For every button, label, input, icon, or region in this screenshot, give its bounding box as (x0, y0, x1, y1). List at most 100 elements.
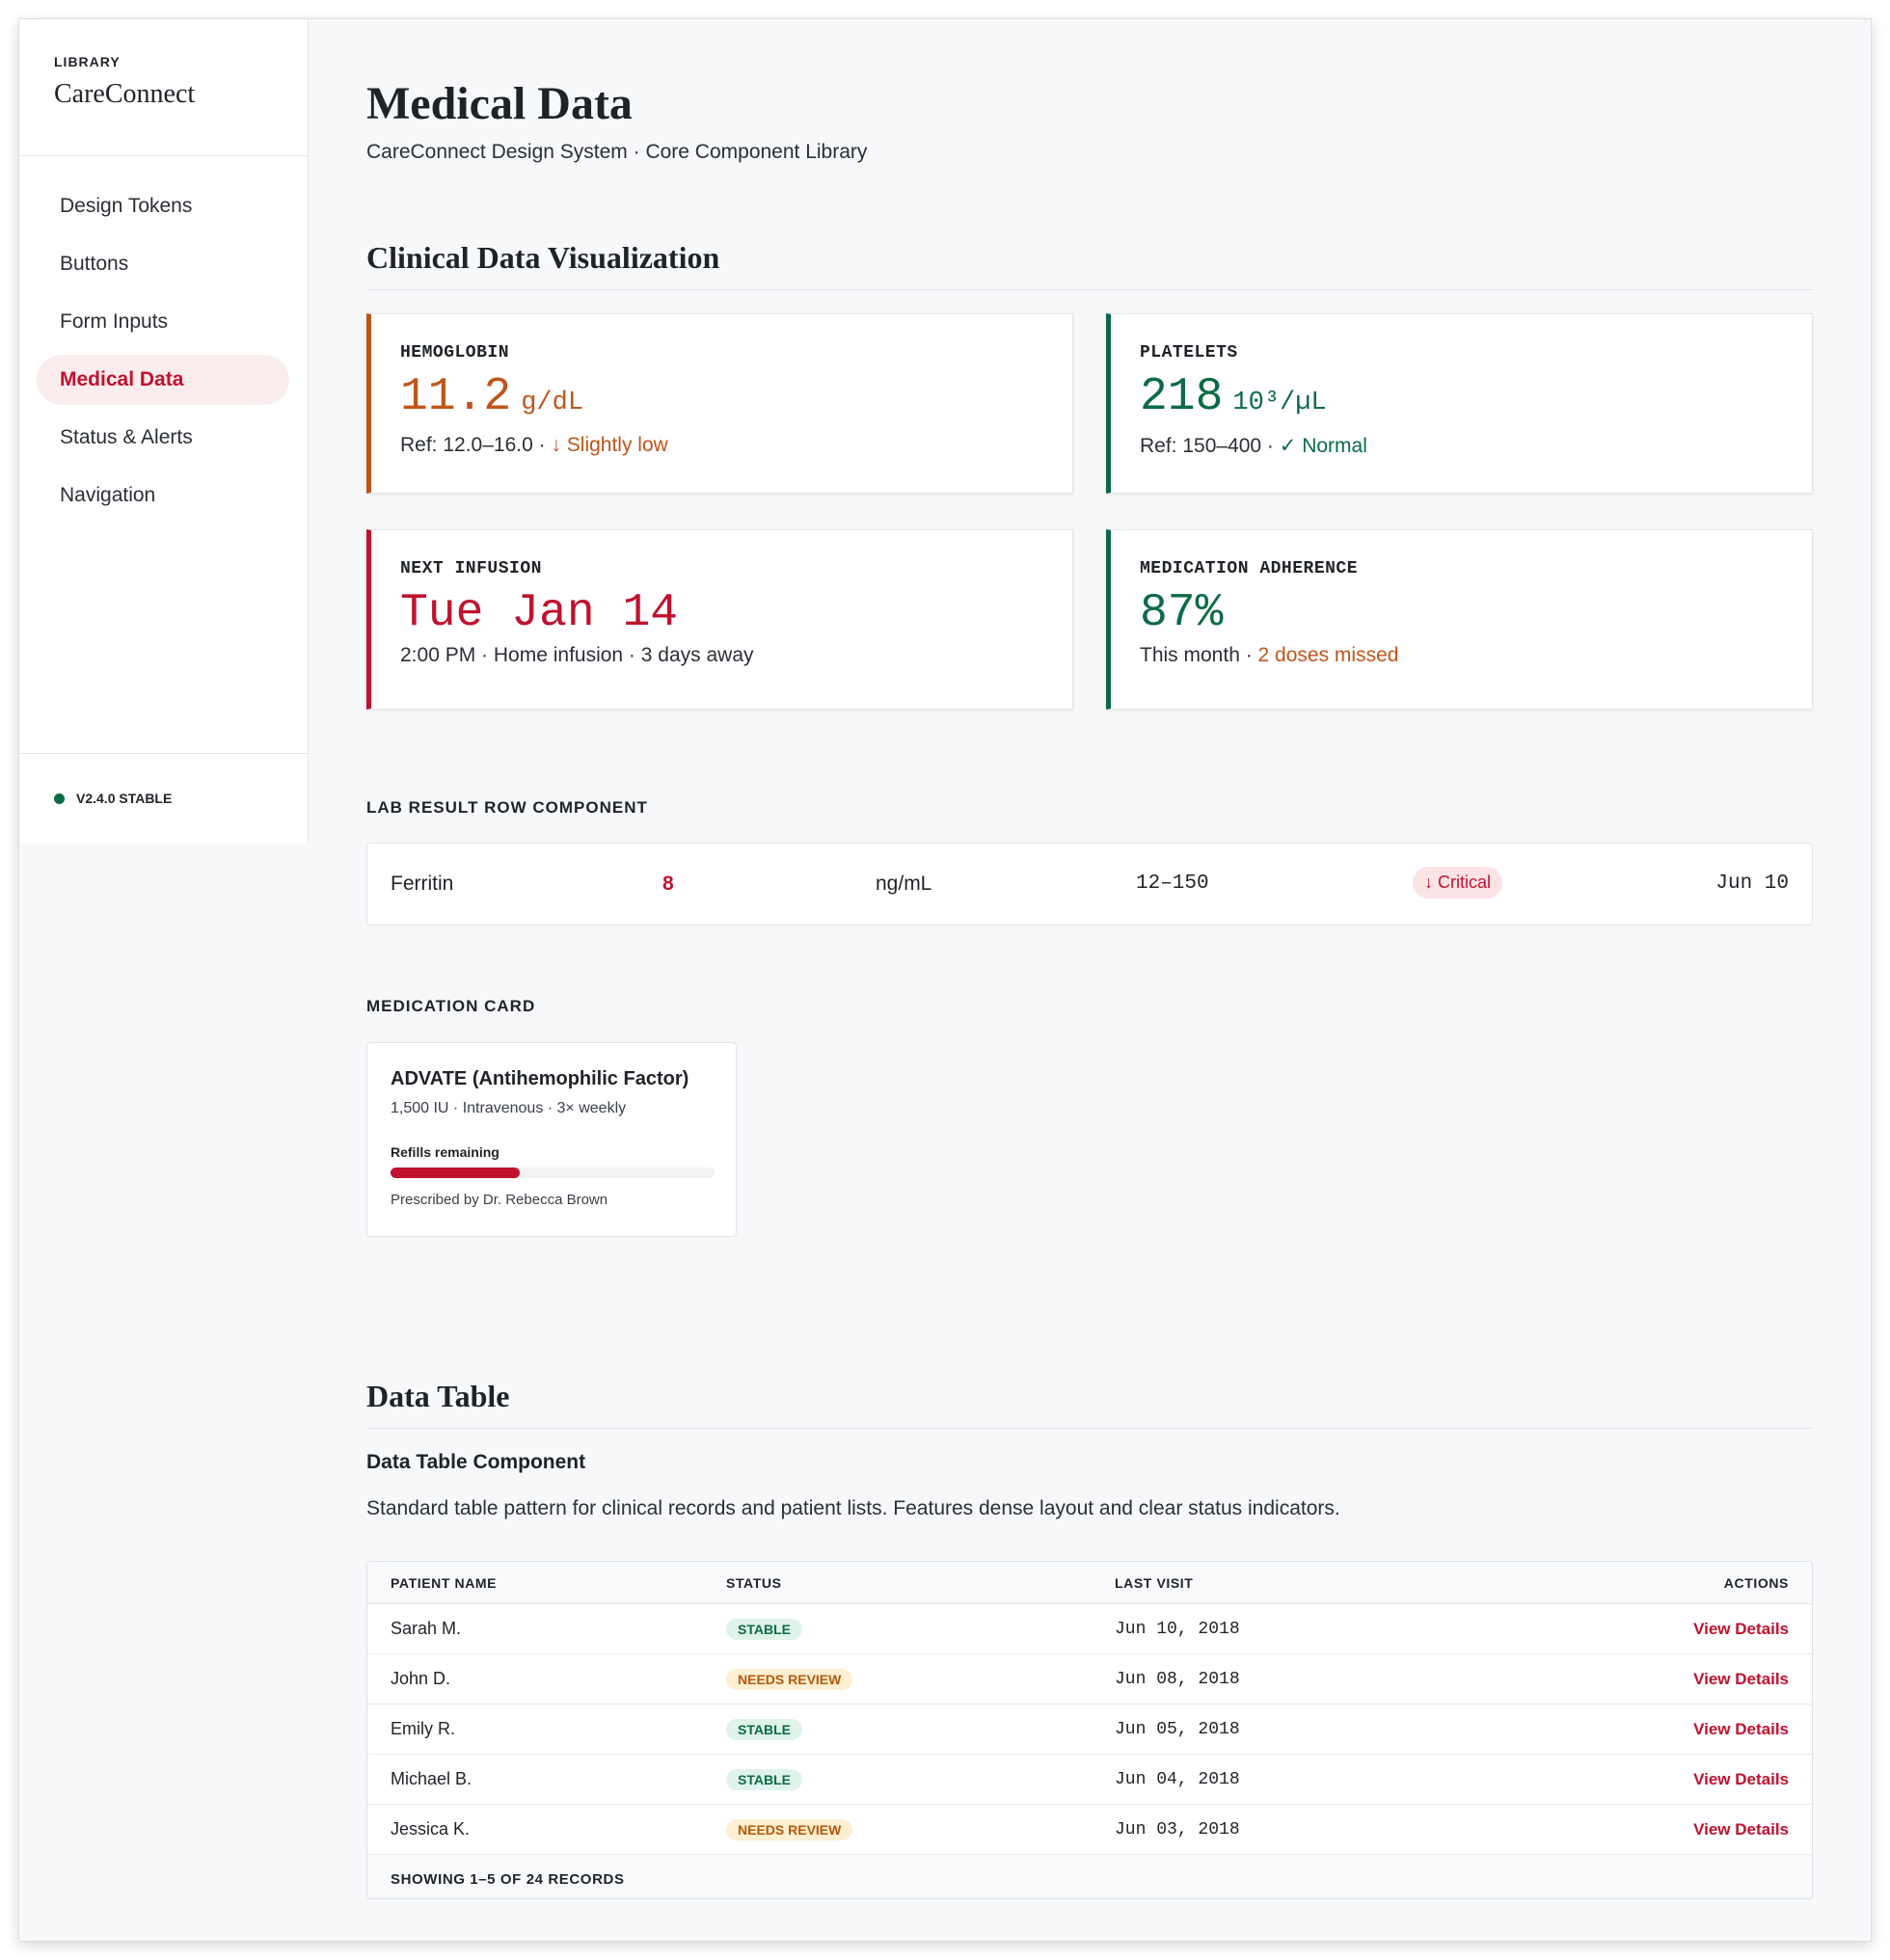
view-details-link[interactable]: View Details (1693, 1770, 1789, 1788)
lab-section-label: LAB RESULT ROW COMPONENT (366, 798, 648, 817)
metric-card-hemoglobin: HEMOGLOBIN 11.2 g/dL Ref: 12.0–16.0 · ↓ S… (366, 313, 1073, 494)
metric-label: PLATELETS (1140, 343, 1238, 362)
metric-reference: Ref: 12.0–16.0 · ↓ Slightly low (400, 434, 1072, 457)
metric-label: NEXT INFUSION (400, 559, 542, 578)
medication-detail: 1,500 IU · Intravenous · 3× weekly (391, 1100, 627, 1116)
metric-number: Tue Jan 14 (400, 587, 679, 639)
metric-flag: ↓ Slightly low (551, 434, 668, 456)
metric-value: 87% (1140, 586, 1812, 640)
metric-value: 11.2 g/dL (400, 370, 1072, 430)
patient-name: Jessica K. (391, 1819, 471, 1839)
brand-eyebrow: LIBRARY (54, 54, 121, 69)
metric-number: 218 (1140, 371, 1224, 423)
metric-number: 87% (1140, 587, 1224, 639)
metric-reference: Ref: 150–400 · ✓ Normal (1140, 434, 1812, 458)
status-dot-icon (54, 793, 65, 804)
refill-progress-bar (391, 1168, 715, 1178)
column-header-patient[interactable]: PATIENT NAME (391, 1575, 498, 1591)
metric-unit: 10³/µL (1232, 389, 1327, 417)
lab-test-name: Ferritin (391, 873, 454, 895)
critical-badge: ↓ Critical (1413, 867, 1503, 899)
column-header-status[interactable]: STATUS (726, 1575, 782, 1591)
metric-label: MEDICATION ADHERENCE (1140, 559, 1359, 578)
sidebar-item-medical-data[interactable]: Medical Data (37, 355, 289, 405)
medication-section-label: MEDICATION CARD (366, 997, 536, 1015)
metric-card-adherence: MEDICATION ADHERENCE 87% This month · 2 … (1106, 529, 1813, 710)
patient-name: Emily R. (391, 1719, 455, 1738)
metric-ref-text: Ref: 12.0–16.0 · (400, 434, 552, 456)
brand: LIBRARY CareConnect (19, 19, 308, 156)
last-visit: Jun 10, 2018 (1115, 1620, 1240, 1639)
column-header-last-visit[interactable]: LAST VISIT (1115, 1575, 1194, 1591)
sidebar-item-form-inputs[interactable]: Form Inputs (60, 310, 169, 333)
table-row[interactable]: Michael B. STABLE Jun 04, 2018 View Deta… (367, 1755, 1812, 1805)
section-divider (366, 1428, 1813, 1429)
last-visit: Jun 05, 2018 (1115, 1720, 1240, 1739)
metric-flag: 2 doses missed (1257, 644, 1399, 666)
table-description: Standard table pattern for clinical reco… (366, 1497, 1340, 1519)
column-header-actions: ACTIONS (1723, 1575, 1789, 1591)
view-details-link[interactable]: View Details (1693, 1620, 1789, 1638)
metric-number: 11.2 (400, 371, 512, 423)
table-row[interactable]: Sarah M. STABLE Jun 10, 2018 View Detail… (367, 1604, 1812, 1654)
section-divider (366, 289, 1813, 290)
metric-ref-text: Ref: 150–400 · (1140, 435, 1280, 457)
table-footer: SHOWING 1–5 OF 24 RECORDS (367, 1855, 1812, 1898)
sidebar-item-buttons[interactable]: Buttons (60, 253, 129, 275)
sidebar-item-navigation[interactable]: Navigation (60, 484, 156, 506)
metric-flag: ✓ Normal (1279, 435, 1367, 457)
patient-table: PATIENT NAME STATUS LAST VISIT ACTIONS S… (366, 1561, 1813, 1899)
metric-unit: g/dL (521, 389, 584, 417)
last-visit: Jun 03, 2018 (1115, 1820, 1240, 1839)
sidebar-item-design-tokens[interactable]: Design Tokens (60, 195, 193, 217)
metric-card-platelets: PLATELETS 218 10³/µL Ref: 150–400 · ✓ Nor… (1106, 313, 1813, 494)
status-badge: STABLE (726, 1619, 802, 1640)
lab-unit: ng/mL (876, 873, 932, 895)
lab-range: 12–150 (1136, 873, 1209, 895)
section-title-data-table: Data Table (366, 1379, 510, 1413)
page-subtitle: CareConnect Design System · Core Compone… (366, 141, 868, 163)
metric-card-next-infusion: NEXT INFUSION Tue Jan 14 2:00 PM · Home … (366, 529, 1073, 710)
refill-label: Refills remaining (391, 1144, 500, 1160)
patient-name: Michael B. (391, 1769, 472, 1788)
metric-value: Tue Jan 14 (400, 586, 1072, 640)
status-badge: NEEDS REVIEW (726, 1819, 853, 1840)
brand-name: CareConnect (54, 79, 196, 109)
table-row[interactable]: John D. NEEDS REVIEW Jun 08, 2018 View D… (367, 1654, 1812, 1705)
sidebar-nav: Design Tokens Buttons Form Inputs Medica… (19, 156, 308, 521)
view-details-link[interactable]: View Details (1693, 1720, 1789, 1738)
metric-label: HEMOGLOBIN (400, 343, 510, 362)
metric-ref-text: 2:00 PM · Home infusion · 3 days away (400, 644, 754, 666)
page-title: Medical Data (366, 78, 633, 129)
view-details-link[interactable]: View Details (1693, 1820, 1789, 1839)
patient-name: Sarah M. (391, 1619, 462, 1638)
prescriber: Prescribed by Dr. Rebecca Brown (391, 1192, 608, 1208)
table-component-heading: Data Table Component (366, 1451, 586, 1473)
table-row[interactable]: Jessica K. NEEDS REVIEW Jun 03, 2018 Vie… (367, 1805, 1812, 1855)
table-header: PATIENT NAME STATUS LAST VISIT ACTIONS (367, 1562, 1812, 1604)
last-visit: Jun 08, 2018 (1115, 1670, 1240, 1689)
sidebar-item-status-alerts[interactable]: Status & Alerts (60, 426, 193, 448)
last-visit: Jun 04, 2018 (1115, 1770, 1240, 1789)
metric-reference: 2:00 PM · Home infusion · 3 days away (400, 644, 1072, 667)
refill-progress-fill (391, 1168, 521, 1178)
medication-name: ADVATE (Antihemophilic Factor) (391, 1068, 689, 1089)
version-label: V2.4.0 STABLE (76, 791, 173, 806)
view-details-link[interactable]: View Details (1693, 1670, 1789, 1688)
lab-value: 8 (662, 873, 674, 895)
status-badge: STABLE (726, 1719, 802, 1740)
lab-date: Jun 10 (1715, 873, 1789, 895)
sidebar: LIBRARY CareConnect Design Tokens Button… (19, 19, 309, 844)
patient-name: John D. (391, 1669, 451, 1688)
metric-ref-text: This month · (1140, 644, 1258, 666)
medication-card[interactable]: ADVATE (Antihemophilic Factor) 1,500 IU … (366, 1042, 737, 1237)
lab-result-row[interactable]: Ferritin 8 ng/mL 12–150 ↓ Critical Jun 1… (366, 843, 1813, 926)
table-row[interactable]: Emily R. STABLE Jun 05, 2018 View Detail… (367, 1705, 1812, 1755)
section-title-clinical: Clinical Data Visualization (366, 240, 720, 275)
version-indicator: V2.4.0 STABLE (19, 753, 309, 844)
status-badge: NEEDS REVIEW (726, 1669, 853, 1690)
status-badge: STABLE (726, 1769, 802, 1790)
app-window: LIBRARY CareConnect Design Tokens Button… (19, 19, 1871, 1941)
metric-value: 218 10³/µL (1140, 370, 1812, 430)
metric-reference: This month · 2 doses missed (1140, 644, 1812, 667)
